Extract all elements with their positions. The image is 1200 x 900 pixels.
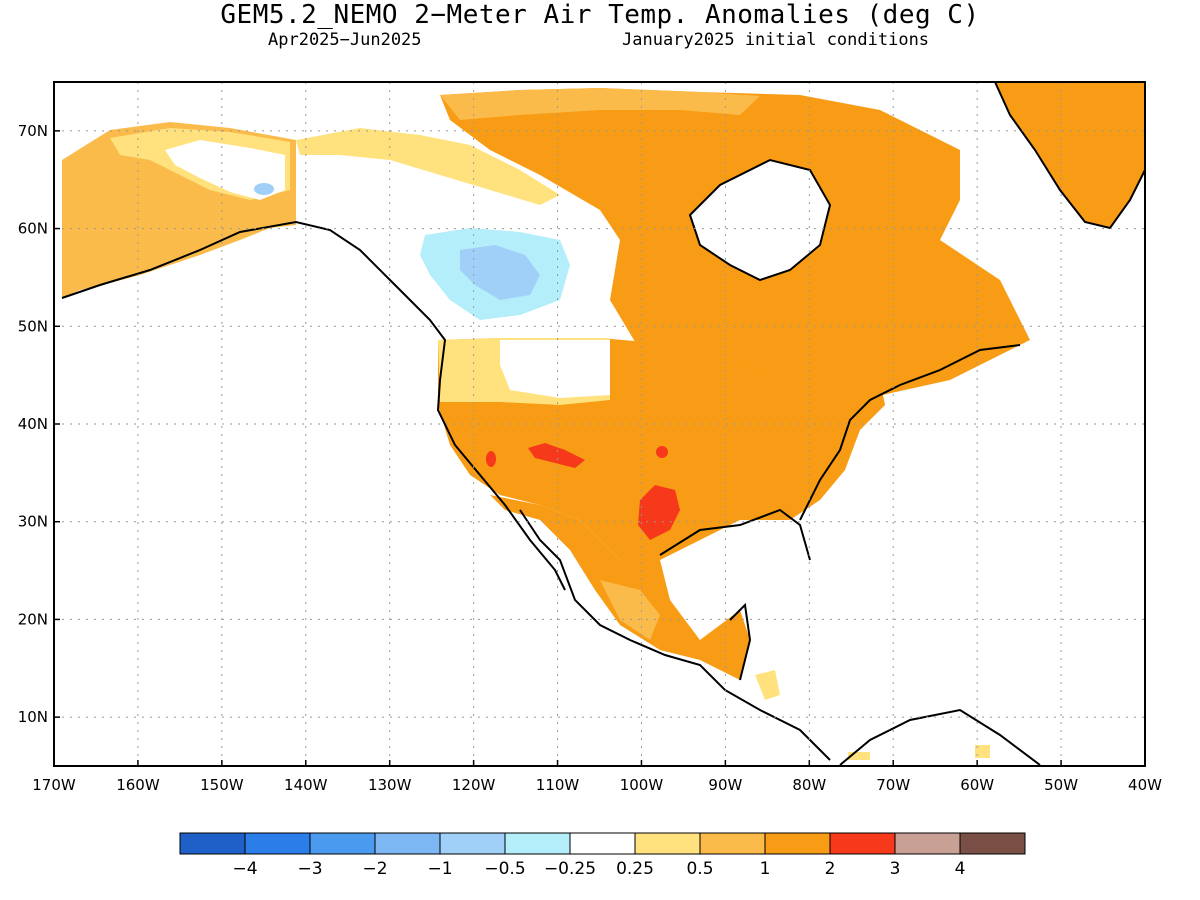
lon-tick-label: 90W — [708, 776, 742, 794]
colorbar-label: 4 — [955, 859, 966, 879]
greenland-warm — [995, 82, 1145, 228]
nevada-hot-spot — [486, 451, 496, 467]
arctic-pale-band — [440, 88, 760, 120]
colorbar-swatch — [894, 832, 961, 855]
map-grid — [54, 82, 1145, 766]
lon-tick-label: 150W — [200, 776, 244, 794]
lon-tick-label: 110W — [536, 776, 580, 794]
coastlines — [61, 82, 1145, 766]
colorbar-label: 2 — [825, 859, 836, 879]
texas-hot — [638, 485, 680, 540]
alaska-cool-spot — [254, 183, 274, 195]
colorbar-label: −0.5 — [484, 859, 525, 879]
lon-tick-label: 130W — [368, 776, 412, 794]
colorbar-swatch — [634, 832, 701, 855]
mexico-pale — [600, 580, 660, 640]
colorbar-swatch — [439, 832, 506, 855]
lat-tick-label: 40N — [18, 415, 48, 433]
colorbar-swatch — [699, 832, 766, 855]
initial-conditions: January2025 initial conditions — [622, 30, 930, 50]
lon-tick-label: 100W — [620, 776, 664, 794]
lat-tick-label: 10N — [18, 708, 48, 726]
southwest-hot — [528, 443, 585, 468]
colorbar-swatch — [374, 832, 441, 855]
western-canada-cool-core — [460, 245, 540, 300]
lon-tick-label: 140W — [284, 776, 328, 794]
colorbar-label: −0.25 — [544, 859, 596, 879]
lon-tick-label: 170W — [32, 776, 76, 794]
alaska-neutral-region — [165, 140, 285, 200]
colorbar-swatch — [829, 832, 896, 855]
colorbar-swatch — [959, 832, 1026, 855]
lat-tick-label: 50N — [18, 317, 48, 335]
colorbar-label: 1 — [760, 859, 771, 879]
lat-tick-label: 30N — [18, 513, 48, 531]
latitude-labels: 70N 60N 50N 40N 30N 20N 10N — [18, 122, 60, 726]
colorbar-swatch — [764, 832, 831, 855]
northwest-us-neutral — [500, 340, 610, 398]
colorbar-swatch — [569, 832, 636, 855]
south-america-pale — [975, 745, 990, 758]
lat-tick-label: 60N — [18, 220, 48, 238]
colorbar-swatch — [179, 832, 246, 855]
colorbar-label: 0.25 — [616, 859, 654, 879]
lat-tick-label: 20N — [18, 610, 48, 628]
lon-tick-label: 70W — [876, 776, 910, 794]
forecast-period: Apr2025−Jun2025 — [268, 30, 422, 50]
colorbar-swatch — [504, 832, 571, 855]
lon-tick-label: 40W — [1128, 776, 1162, 794]
colorbar-label: 3 — [890, 859, 901, 879]
western-canada-pale — [296, 128, 560, 205]
lon-tick-label: 50W — [1044, 776, 1078, 794]
colorbar-swatch — [309, 832, 376, 855]
oklahoma-hot-spot — [656, 446, 668, 458]
lon-tick-label: 160W — [116, 776, 160, 794]
lon-tick-label: 60W — [960, 776, 994, 794]
colorbar-label: −1 — [427, 859, 452, 879]
colorbar: −4 −3 −2 −1 −0.5 −0.25 0.25 0.5 1 2 3 4 — [179, 832, 1026, 879]
colorbar-label: 0.5 — [686, 859, 713, 879]
lon-tick-label: 120W — [452, 776, 496, 794]
map-title: GEM5.2_NEMO 2−Meter Air Temp. Anomalies … — [220, 0, 980, 30]
colorbar-label: −4 — [232, 859, 257, 879]
colorbar-label: −3 — [297, 859, 322, 879]
central-america-pale — [755, 670, 780, 700]
colorbar-swatch — [244, 832, 311, 855]
lon-tick-label: 80W — [792, 776, 826, 794]
map-plot-area — [54, 82, 1145, 766]
longitude-labels: 170W 160W 150W 140W 130W 120W 110W 100W 90W 80W 70… — [32, 760, 1162, 794]
lat-tick-label: 70N — [18, 122, 48, 140]
colorbar-label: −2 — [362, 859, 387, 879]
